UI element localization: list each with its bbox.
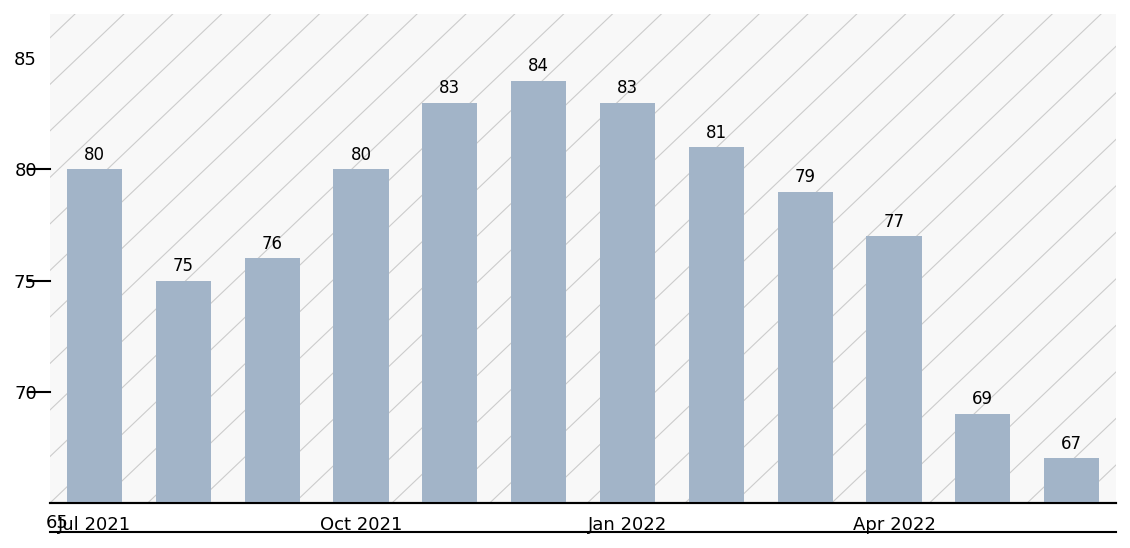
Text: 77: 77	[884, 213, 904, 231]
Text: 79: 79	[794, 168, 816, 186]
Text: 80: 80	[350, 146, 372, 164]
Bar	[423, 103, 477, 503]
Bar	[955, 414, 1010, 503]
Bar	[689, 147, 744, 503]
Bar	[867, 236, 922, 503]
Bar	[1044, 459, 1099, 503]
Text: 81: 81	[706, 124, 727, 142]
Text: 80: 80	[84, 146, 105, 164]
Bar	[777, 192, 833, 503]
Bar	[511, 81, 566, 503]
Text: 65: 65	[45, 514, 69, 532]
Text: 83: 83	[440, 79, 460, 97]
Text: 67: 67	[1061, 435, 1083, 453]
Bar	[244, 259, 299, 503]
Text: 76: 76	[262, 235, 282, 253]
Bar	[600, 103, 655, 503]
Bar	[67, 169, 122, 503]
Text: 84: 84	[528, 57, 549, 75]
Text: 75: 75	[173, 257, 194, 275]
Text: 69: 69	[972, 390, 993, 408]
Text: 83: 83	[617, 79, 638, 97]
Bar	[156, 281, 211, 503]
Bar	[333, 169, 389, 503]
